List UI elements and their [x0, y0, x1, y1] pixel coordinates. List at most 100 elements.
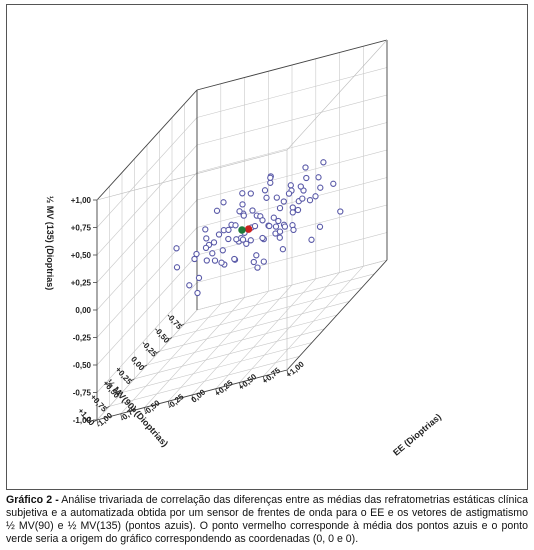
grid-line — [215, 278, 317, 390]
x-tick-mark — [167, 337, 173, 340]
box-edge — [196, 39, 388, 91]
data-point — [287, 182, 294, 189]
data-point — [297, 183, 304, 190]
data-point — [290, 226, 297, 234]
y-tick-label: +0,75 — [261, 366, 283, 386]
y-axis-label: EE (Dioptrias) — [391, 412, 443, 458]
data-point — [243, 240, 250, 247]
data-point — [308, 236, 315, 243]
data-point — [261, 187, 269, 194]
data-point — [279, 246, 287, 253]
data-point — [240, 212, 247, 219]
data-point — [203, 257, 210, 264]
data-point — [232, 222, 239, 229]
grid-line — [196, 122, 388, 173]
x-tick-label: 0,00 — [129, 355, 146, 373]
data-point — [202, 226, 209, 233]
data-point — [276, 228, 284, 235]
data-point — [186, 282, 193, 289]
data-point — [254, 264, 261, 271]
data-point — [239, 190, 246, 197]
grid-line — [196, 149, 388, 201]
data-point — [316, 223, 324, 230]
data-point — [267, 179, 274, 186]
data-point — [220, 199, 227, 206]
data-point — [303, 174, 310, 182]
data-point — [312, 193, 319, 200]
y-tick-mark — [144, 407, 146, 413]
grid-line — [263, 266, 364, 377]
grid-line — [121, 342, 313, 393]
caption-label: Gráfico 2 - — [6, 494, 59, 506]
data-point — [231, 255, 238, 263]
data-point — [253, 252, 260, 259]
x-tick-mark — [142, 364, 148, 368]
y-tick-label: +0,25 — [213, 378, 235, 398]
data-point — [320, 159, 327, 166]
data-point — [294, 206, 302, 214]
z-tick-label: -1,00 — [73, 416, 92, 425]
data-point — [275, 217, 282, 225]
box-edge — [96, 149, 288, 201]
data-point — [195, 274, 203, 282]
data-point — [249, 207, 256, 214]
data-point — [218, 259, 225, 266]
y-tick-label: 0,00 — [190, 387, 208, 404]
y-tick-mark — [120, 413, 123, 419]
grid-line — [96, 199, 198, 311]
x-tick-label: -0,50 — [152, 325, 171, 345]
data-point — [215, 231, 223, 238]
data-point — [260, 258, 267, 265]
z-tick-label: +0,75 — [71, 224, 92, 233]
data-point — [173, 245, 180, 252]
x-tick-mark — [130, 378, 135, 382]
grid-line — [96, 172, 198, 283]
data-point — [250, 258, 257, 266]
data-point — [285, 190, 293, 197]
data-point — [251, 222, 259, 230]
x-axis-label: ½ MV(90) (Dioptrias) — [104, 377, 170, 448]
data-point — [273, 194, 280, 201]
y-tick-label: +0,50 — [237, 372, 259, 392]
data-point — [276, 204, 284, 212]
z-tick-label: 0,00 — [75, 306, 91, 315]
grid-line — [109, 356, 300, 407]
x-tick-mark — [105, 405, 110, 409]
data-point — [213, 207, 221, 214]
z-tick-label: +1,00 — [71, 196, 92, 205]
z-tick-label: -0,50 — [73, 361, 92, 370]
y-tick-mark — [215, 388, 218, 394]
grid-line — [96, 144, 198, 256]
data-point — [302, 164, 309, 171]
data-point — [173, 264, 181, 271]
x-tick-mark — [180, 323, 185, 327]
grid-line — [196, 94, 388, 146]
mean-point — [244, 225, 253, 233]
y-tick-label: -1,00 — [95, 411, 115, 430]
data-point — [219, 247, 226, 254]
data-point — [315, 174, 322, 181]
data-point — [239, 236, 247, 243]
data-point — [263, 194, 270, 201]
data-point — [247, 190, 254, 197]
y-tick-mark — [191, 394, 194, 401]
y-tick-mark — [96, 419, 99, 426]
figure-caption: Gráfico 2 - Análise trivariada de correl… — [6, 494, 528, 546]
x-tick-label: +0,75 — [88, 393, 109, 414]
data-point — [289, 209, 296, 216]
data-point — [211, 257, 219, 264]
data-point — [299, 195, 306, 202]
data-point — [202, 244, 210, 252]
data-point — [233, 236, 240, 243]
box-edge — [286, 259, 388, 371]
z-tick-label: -0,75 — [73, 389, 92, 398]
data-point — [281, 223, 289, 230]
grid-line — [134, 328, 325, 380]
data-point — [210, 239, 218, 246]
data-point — [191, 255, 198, 263]
data-point — [330, 180, 337, 187]
grid-line — [191, 284, 293, 396]
data-point — [209, 250, 216, 257]
data-point — [317, 184, 324, 191]
x-tick-label: -0,75 — [165, 312, 184, 332]
